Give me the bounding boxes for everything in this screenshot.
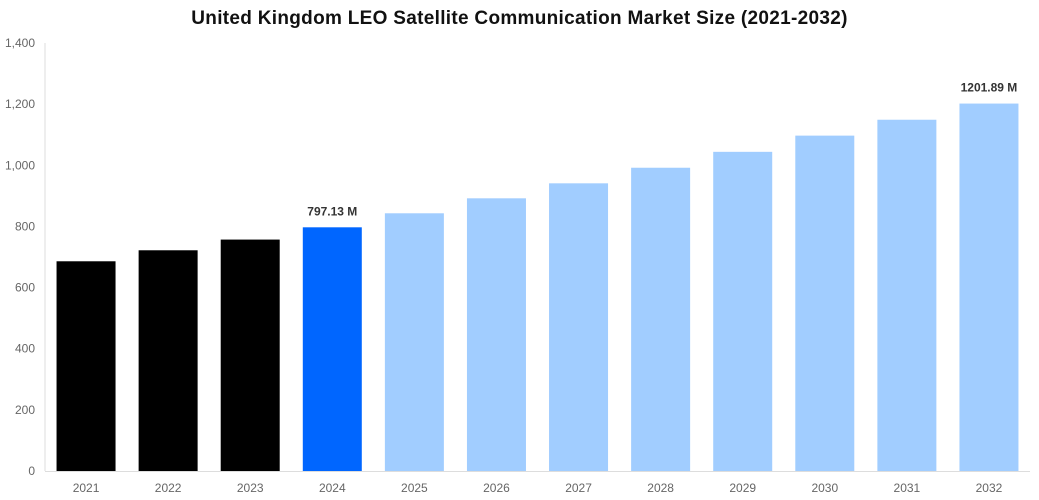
x-tick-label: 2029 xyxy=(729,481,756,495)
bar-2027 xyxy=(549,183,609,471)
data-label-2032: 1201.89 M xyxy=(961,81,1018,95)
y-tick-label: 400 xyxy=(15,342,35,356)
bar-2032 xyxy=(959,103,1019,471)
y-tick-label: 200 xyxy=(15,403,35,417)
bar-2029 xyxy=(713,151,773,471)
bar-2021 xyxy=(56,261,116,471)
y-tick-label: 800 xyxy=(15,219,35,233)
x-tick-label: 2022 xyxy=(155,481,182,495)
bar-2030 xyxy=(795,135,855,472)
y-tick-label: 600 xyxy=(15,281,35,295)
bar-2024 xyxy=(302,227,362,471)
x-tick-label: 2021 xyxy=(73,481,100,495)
x-tick-label: 2025 xyxy=(401,481,428,495)
x-tick-label: 2028 xyxy=(647,481,674,495)
y-tick-label: 1,400 xyxy=(5,36,35,50)
x-tick-label: 2027 xyxy=(565,481,592,495)
y-tick-label: 1,000 xyxy=(5,158,35,172)
y-tick-label: 1,200 xyxy=(5,97,35,111)
data-label-2024: 797.13 M xyxy=(307,204,357,218)
x-tick-label: 2026 xyxy=(483,481,510,495)
x-tick-label: 2024 xyxy=(319,481,346,495)
x-tick-label: 2031 xyxy=(894,481,921,495)
bar-2031 xyxy=(877,119,937,471)
bar-2025 xyxy=(384,213,444,472)
bar-2028 xyxy=(631,167,691,471)
chart-title: United Kingdom LEO Satellite Communicati… xyxy=(191,8,848,29)
x-tick-label: 2023 xyxy=(237,481,264,495)
bar-2023 xyxy=(220,239,280,471)
x-tick-label: 2032 xyxy=(976,481,1003,495)
bar-2026 xyxy=(466,198,526,471)
x-tick-label: 2030 xyxy=(811,481,838,495)
bar-2022 xyxy=(138,250,198,471)
y-tick-label: 0 xyxy=(28,464,35,478)
